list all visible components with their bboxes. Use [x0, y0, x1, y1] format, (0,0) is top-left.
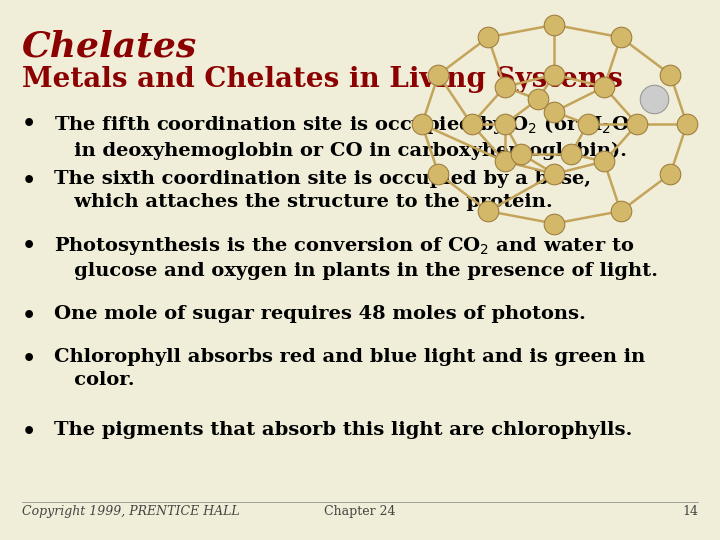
Point — [549, 219, 560, 228]
Point — [549, 21, 560, 29]
Text: •: • — [22, 348, 36, 370]
Point — [549, 70, 560, 79]
Point — [648, 95, 660, 104]
Text: Chapter 24: Chapter 24 — [324, 505, 396, 518]
Point — [665, 70, 676, 79]
Text: •: • — [22, 235, 36, 257]
Point — [598, 83, 610, 91]
Text: Chelates: Chelates — [22, 30, 197, 64]
Text: Chlorophyll absorbs red and blue light and is green in
   color.: Chlorophyll absorbs red and blue light a… — [54, 348, 645, 389]
Point — [433, 170, 444, 178]
Text: 14: 14 — [683, 505, 698, 518]
Point — [482, 33, 494, 42]
Point — [549, 107, 560, 116]
Text: •: • — [22, 113, 36, 136]
Point — [598, 157, 610, 166]
Point — [582, 120, 593, 129]
Point — [466, 120, 477, 129]
Point — [565, 150, 577, 158]
Text: The fifth coordination site is occupied by O$_2$ (or H$_2$O
   in deoxyhemoglobi: The fifth coordination site is occupied … — [54, 113, 629, 160]
Point — [499, 157, 510, 166]
Point — [681, 120, 693, 129]
Text: •: • — [22, 421, 36, 443]
Point — [532, 95, 544, 104]
Point — [549, 170, 560, 178]
Text: One mole of sugar requires 48 moles of photons.: One mole of sugar requires 48 moles of p… — [54, 305, 586, 323]
Text: The pigments that absorb this light are chlorophylls.: The pigments that absorb this light are … — [54, 421, 632, 439]
Point — [482, 207, 494, 215]
Point — [499, 83, 510, 91]
Point — [631, 120, 643, 129]
Point — [615, 33, 626, 42]
Point — [499, 120, 510, 129]
Point — [416, 120, 428, 129]
Point — [615, 207, 626, 215]
Text: Photosynthesis is the conversion of CO$_2$ and water to
   glucose and oxygen in: Photosynthesis is the conversion of CO$_… — [54, 235, 658, 280]
Point — [433, 70, 444, 79]
Text: •: • — [22, 305, 36, 327]
Text: •: • — [22, 170, 36, 192]
Text: Copyright 1999, PRENTICE HALL: Copyright 1999, PRENTICE HALL — [22, 505, 239, 518]
Text: Metals and Chelates in Living Systems: Metals and Chelates in Living Systems — [22, 66, 623, 93]
Text: The sixth coordination site is occupied by a base,
   which attaches the structu: The sixth coordination site is occupied … — [54, 170, 591, 211]
Point — [516, 150, 527, 158]
Point — [665, 170, 676, 178]
